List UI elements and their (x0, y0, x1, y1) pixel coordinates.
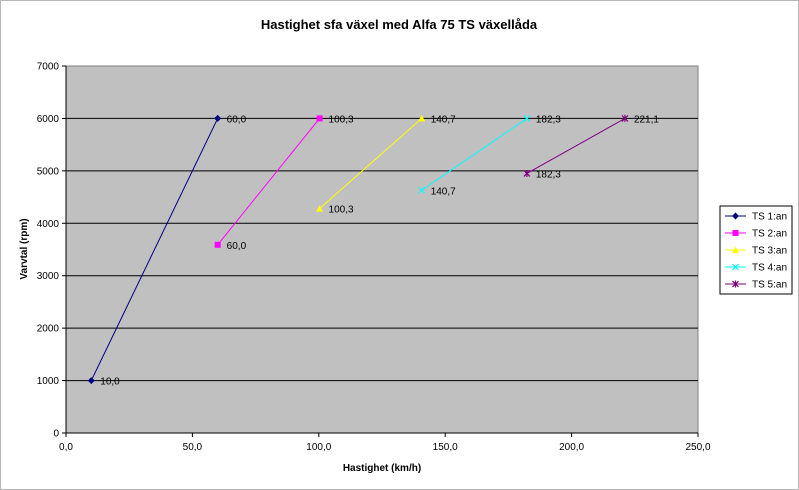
data-label: 10,0 (100, 377, 120, 388)
grid-lines (66, 117, 698, 382)
y-axis-title: Varvtal (rpm) (19, 218, 30, 279)
series-line (319, 118, 423, 209)
legend-label: TS 3:an (752, 246, 787, 257)
series-line (526, 117, 626, 174)
legend: TS 1:an TS 2:an TS 3:an TS 4:an TS 5:an (719, 205, 793, 295)
data-label: 60,0 (227, 241, 247, 252)
data-label: 140,7 (431, 114, 456, 125)
x-tick-label: 50,0 (183, 442, 203, 453)
data-point (316, 205, 324, 212)
data-label: 100,3 (329, 205, 354, 216)
y-tick-label: 0 (53, 429, 59, 440)
y-tick-label: 4000 (37, 219, 60, 230)
data-label: 140,7 (431, 186, 456, 197)
x-axis-title: Hastighet (km/h) (343, 463, 421, 474)
data-point (621, 114, 629, 122)
legend-marker (732, 263, 739, 271)
x-tick-label: 150,0 (433, 442, 458, 453)
legend-label: TS 2:an (752, 229, 787, 240)
data-label: 221,1 (634, 114, 659, 125)
x-tick-label: 100,0 (306, 442, 331, 453)
legend-marker (732, 230, 739, 236)
series-line (90, 118, 219, 381)
legend-label: TS 5:an (752, 280, 787, 291)
plot-area (65, 65, 699, 434)
legend-marker (732, 246, 739, 253)
series-1: 10,0 60,0 (87, 114, 247, 388)
y-tick-label: 2000 (37, 324, 60, 335)
data-point (523, 115, 531, 122)
legend-label: TS 1:an (752, 212, 787, 223)
data-label: 182,3 (536, 114, 561, 125)
series-layer: 10,060,060,0100,3100,3140,7140,7182,3182… (87, 114, 659, 388)
data-label: 182,3 (536, 169, 561, 180)
x-tick-label: 0,0 (59, 442, 73, 453)
y-tick-label: 5000 (37, 166, 60, 177)
data-point (418, 186, 426, 194)
data-point (87, 377, 95, 385)
series-4: 140,7 182,3 (418, 114, 561, 197)
data-label: 60,0 (227, 114, 247, 125)
y-tick-label: 3000 (37, 271, 60, 282)
chart-title: Hastighet sfa växel med Alfa 75 TS växel… (261, 17, 538, 32)
series-5: 182,3 221,1 (523, 114, 659, 180)
y-tick-label: 7000 (37, 62, 60, 73)
data-point (214, 114, 222, 122)
legend-label: TS 4:an (752, 263, 787, 274)
legend-marker (732, 212, 739, 220)
data-point (523, 169, 531, 177)
data-label: 100,3 (329, 114, 354, 125)
series-line (217, 118, 320, 246)
x-tick-label: 250,0 (685, 442, 710, 453)
data-point (316, 115, 323, 122)
series-3: 100,3 140,7 (316, 114, 456, 216)
series-line (421, 118, 528, 191)
data-point (214, 241, 221, 248)
x-tick-label: 200,0 (559, 442, 584, 453)
y-tick-label: 6000 (37, 114, 60, 125)
y-tick-label: 1000 (37, 376, 60, 387)
data-point (418, 114, 426, 122)
axes: 0 1000 2000 3000 4000 5000 6000 7000 0,0 50,0 100,… (37, 62, 711, 454)
legend-marker (732, 280, 739, 288)
series-2: 60,0 100,3 (214, 114, 354, 252)
